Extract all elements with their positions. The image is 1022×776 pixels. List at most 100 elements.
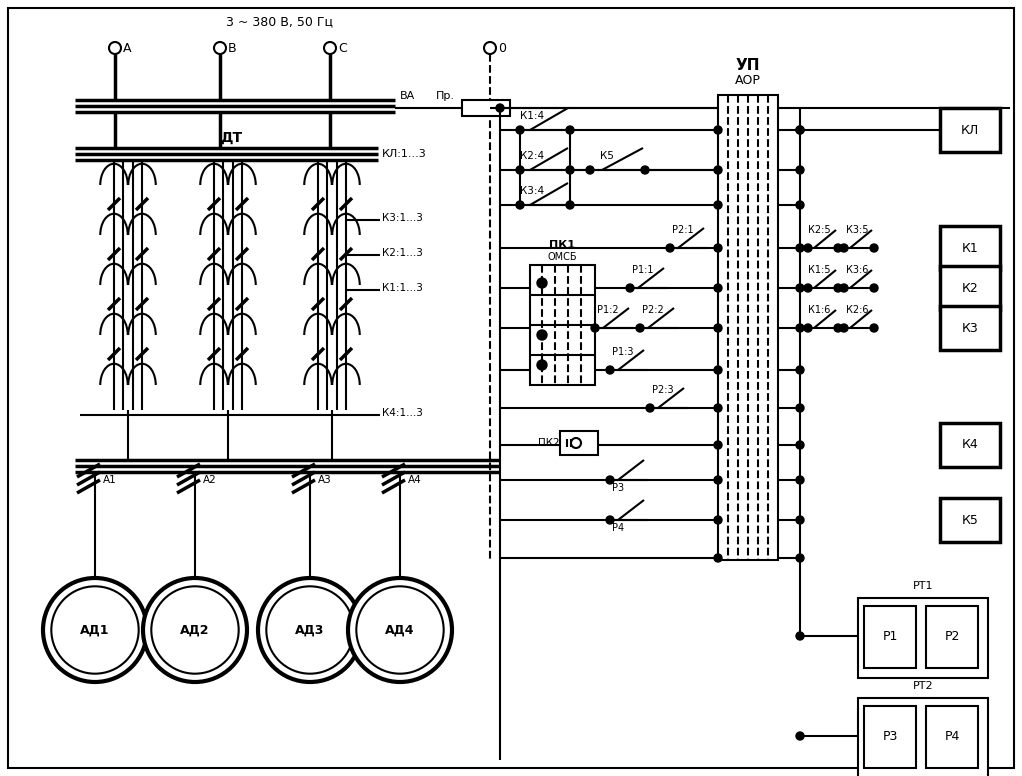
Text: ДТ: ДТ	[220, 131, 242, 145]
Circle shape	[626, 284, 634, 292]
Circle shape	[796, 441, 804, 449]
Circle shape	[796, 404, 804, 412]
Circle shape	[151, 587, 239, 674]
Circle shape	[796, 126, 804, 134]
Text: 3 ~ 380 В, 50 Гц: 3 ~ 380 В, 50 Гц	[227, 16, 333, 29]
Text: Р2:1: Р2:1	[672, 225, 694, 235]
Text: Р4: Р4	[612, 523, 624, 533]
Circle shape	[516, 201, 524, 209]
Circle shape	[566, 126, 574, 134]
Circle shape	[537, 330, 547, 340]
Circle shape	[834, 324, 842, 332]
Circle shape	[714, 404, 722, 412]
Text: А2: А2	[203, 475, 217, 485]
Text: АД4: АД4	[385, 623, 415, 636]
Circle shape	[714, 324, 722, 332]
Text: АД2: АД2	[180, 623, 210, 636]
Text: В: В	[228, 41, 237, 54]
Circle shape	[646, 404, 654, 412]
Text: К2: К2	[962, 282, 978, 295]
Circle shape	[484, 42, 496, 54]
Text: АОР: АОР	[735, 74, 761, 86]
Text: А3: А3	[318, 475, 332, 485]
Circle shape	[571, 438, 580, 448]
Circle shape	[796, 476, 804, 484]
Bar	[940, 226, 1000, 270]
Text: К2:1...3: К2:1...3	[382, 248, 423, 258]
Text: А1: А1	[103, 475, 117, 485]
Text: К1:1...3: К1:1...3	[382, 283, 423, 293]
Bar	[940, 266, 1000, 310]
Text: АД1: АД1	[81, 623, 109, 636]
Text: К4: К4	[962, 438, 978, 452]
Circle shape	[606, 516, 614, 524]
Circle shape	[714, 476, 722, 484]
Circle shape	[324, 42, 336, 54]
Circle shape	[870, 244, 878, 252]
Circle shape	[566, 166, 574, 174]
Text: К5: К5	[962, 514, 978, 526]
Circle shape	[537, 360, 547, 370]
Circle shape	[636, 324, 644, 332]
Circle shape	[43, 578, 147, 682]
Circle shape	[804, 284, 812, 292]
Circle shape	[796, 126, 804, 134]
Bar	[926, 706, 978, 768]
Circle shape	[714, 516, 722, 524]
Circle shape	[606, 476, 614, 484]
Circle shape	[267, 587, 354, 674]
Text: К5: К5	[600, 151, 614, 161]
Circle shape	[834, 284, 842, 292]
Bar	[940, 498, 1000, 542]
Circle shape	[714, 166, 722, 174]
Circle shape	[796, 554, 804, 562]
Text: К1:4: К1:4	[520, 111, 544, 121]
Bar	[940, 108, 1000, 152]
Text: С: С	[338, 41, 346, 54]
Circle shape	[870, 284, 878, 292]
Circle shape	[796, 632, 804, 640]
Circle shape	[714, 366, 722, 374]
Circle shape	[796, 324, 804, 332]
Circle shape	[537, 278, 547, 288]
Text: К2:6: К2:6	[846, 305, 869, 315]
Circle shape	[349, 578, 452, 682]
Text: Р1:2: Р1:2	[597, 305, 618, 315]
Circle shape	[714, 201, 722, 209]
Text: ПК1: ПК1	[550, 240, 575, 250]
Text: Р3: Р3	[882, 730, 897, 743]
Text: КЛ: КЛ	[961, 123, 979, 137]
Bar	[530, 265, 595, 385]
Text: К3: К3	[962, 321, 978, 334]
Circle shape	[143, 578, 247, 682]
Circle shape	[804, 244, 812, 252]
Circle shape	[109, 42, 121, 54]
Text: К3:4: К3:4	[520, 186, 544, 196]
Text: Р1: Р1	[882, 630, 897, 643]
Circle shape	[516, 126, 524, 134]
Bar	[940, 423, 1000, 467]
Circle shape	[796, 516, 804, 524]
Circle shape	[840, 324, 848, 332]
Text: К4:1...3: К4:1...3	[382, 408, 423, 418]
Circle shape	[586, 166, 594, 174]
Circle shape	[840, 284, 848, 292]
Circle shape	[641, 166, 649, 174]
Bar	[858, 698, 988, 776]
Text: К1:5: К1:5	[808, 265, 831, 275]
Circle shape	[796, 732, 804, 740]
Bar	[560, 431, 598, 455]
Text: Р2:2: Р2:2	[642, 305, 663, 315]
Circle shape	[870, 324, 878, 332]
Text: ПК2: ПК2	[538, 438, 560, 448]
Text: К3:1...3: К3:1...3	[382, 213, 423, 223]
Circle shape	[840, 244, 848, 252]
Circle shape	[796, 166, 804, 174]
Circle shape	[566, 201, 574, 209]
Text: Р3: Р3	[612, 483, 624, 493]
Circle shape	[606, 366, 614, 374]
Bar	[462, 100, 510, 116]
Circle shape	[796, 366, 804, 374]
Text: ОМСБ: ОМСБ	[548, 252, 577, 262]
Text: А: А	[123, 41, 132, 54]
